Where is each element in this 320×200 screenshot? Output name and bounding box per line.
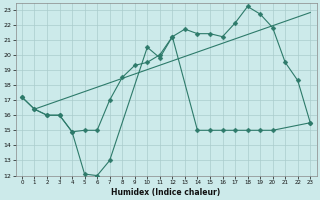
X-axis label: Humidex (Indice chaleur): Humidex (Indice chaleur): [111, 188, 221, 197]
